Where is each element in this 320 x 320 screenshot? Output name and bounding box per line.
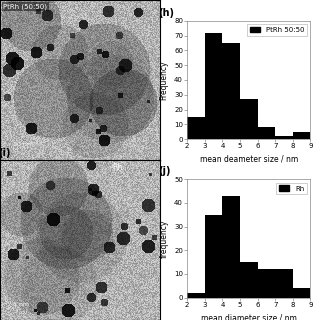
Y-axis label: Frequency: Frequency (159, 60, 168, 100)
Text: 5 nm: 5 nm (13, 302, 29, 307)
Text: (i): (i) (0, 148, 11, 158)
Bar (240, 262, 258, 298)
Text: 20 nm: 20 nm (13, 142, 33, 147)
Legend: Rh: Rh (276, 183, 307, 194)
Bar (222, 43, 240, 139)
Bar (275, 136, 293, 139)
Bar (187, 117, 205, 139)
Legend: PtRh 50:50: PtRh 50:50 (247, 24, 307, 36)
X-axis label: mean diameter size / nm: mean diameter size / nm (201, 313, 297, 320)
Text: (j): (j) (158, 166, 171, 176)
Text: Rh: Rh (112, 163, 122, 172)
Bar (187, 293, 205, 298)
Bar (222, 196, 240, 298)
Bar (258, 127, 275, 139)
X-axis label: mean deameter size / nm: mean deameter size / nm (200, 155, 298, 164)
Text: (h): (h) (158, 8, 174, 18)
Bar (293, 132, 310, 139)
Y-axis label: frequency: frequency (159, 219, 168, 258)
Bar (205, 215, 222, 298)
Text: PtRh (50:50): PtRh (50:50) (3, 3, 47, 10)
Bar (240, 99, 258, 139)
Bar (258, 269, 275, 298)
Bar (205, 33, 222, 139)
Bar (293, 288, 310, 298)
Bar (275, 269, 293, 298)
